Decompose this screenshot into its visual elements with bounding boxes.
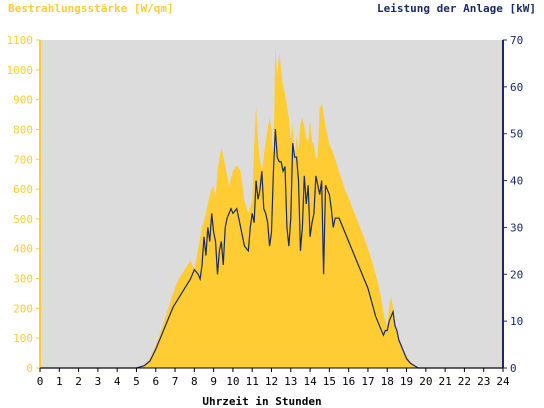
x-tick-label: 22 bbox=[458, 375, 471, 388]
y-left-tick-label: 1100 bbox=[7, 34, 34, 47]
y-left-tick-label: 200 bbox=[13, 302, 33, 315]
y-left-tick-label: 400 bbox=[13, 243, 33, 256]
x-tick-label: 13 bbox=[284, 375, 297, 388]
y-left-tick-label: 900 bbox=[13, 94, 33, 107]
x-tick-label: 1 bbox=[56, 375, 63, 388]
axes bbox=[36, 39, 507, 372]
y-right-tick-label: 70 bbox=[510, 34, 523, 47]
x-tick-label: 3 bbox=[95, 375, 102, 388]
x-tick-label: 10 bbox=[226, 375, 239, 388]
tick-labels: 0100200300400500600700800900100011000102… bbox=[7, 34, 524, 388]
y-right-tick-label: 20 bbox=[510, 268, 523, 281]
y-left-tick-label: 300 bbox=[13, 273, 33, 286]
x-tick-label: 20 bbox=[419, 375, 432, 388]
x-tick-label: 19 bbox=[400, 375, 413, 388]
x-tick-label: 12 bbox=[265, 375, 278, 388]
left-axis-title: Bestrahlungsstärke [W/qm] bbox=[8, 2, 174, 15]
x-tick-label: 14 bbox=[303, 375, 317, 388]
right-axis-title: Leistung der Anlage [kW] bbox=[377, 2, 536, 15]
y-right-tick-label: 60 bbox=[510, 81, 523, 94]
x-tick-label: 24 bbox=[496, 375, 510, 388]
x-tick-label: 15 bbox=[323, 375, 336, 388]
irradiance-area bbox=[40, 45, 503, 369]
y-left-tick-label: 500 bbox=[13, 213, 33, 226]
y-left-tick-label: 0 bbox=[26, 362, 33, 375]
x-axis-label: Uhrzeit in Stunden bbox=[202, 395, 321, 408]
x-tick-label: 17 bbox=[361, 375, 374, 388]
x-tick-label: 7 bbox=[172, 375, 179, 388]
x-tick-label: 2 bbox=[75, 375, 82, 388]
y-left-tick-label: 600 bbox=[13, 183, 33, 196]
x-tick-label: 21 bbox=[439, 375, 452, 388]
y-right-tick-label: 30 bbox=[510, 221, 523, 234]
x-tick-label: 9 bbox=[210, 375, 217, 388]
x-tick-label: 0 bbox=[37, 375, 44, 388]
x-tick-label: 11 bbox=[246, 375, 259, 388]
y-right-tick-label: 40 bbox=[510, 175, 523, 188]
x-tick-label: 18 bbox=[381, 375, 394, 388]
y-left-tick-label: 700 bbox=[13, 153, 33, 166]
x-tick-label: 6 bbox=[152, 375, 159, 388]
y-left-tick-label: 1000 bbox=[7, 64, 34, 77]
y-right-tick-label: 10 bbox=[510, 315, 523, 328]
y-left-tick-label: 100 bbox=[13, 332, 33, 345]
x-tick-label: 8 bbox=[191, 375, 198, 388]
y-right-tick-label: 0 bbox=[510, 362, 517, 375]
x-tick-label: 23 bbox=[477, 375, 490, 388]
x-tick-label: 16 bbox=[342, 375, 355, 388]
x-tick-label: 4 bbox=[114, 375, 121, 388]
x-tick-label: 5 bbox=[133, 375, 140, 388]
power-line bbox=[40, 128, 503, 369]
y-right-tick-label: 50 bbox=[510, 128, 523, 141]
y-left-tick-label: 800 bbox=[13, 123, 33, 136]
